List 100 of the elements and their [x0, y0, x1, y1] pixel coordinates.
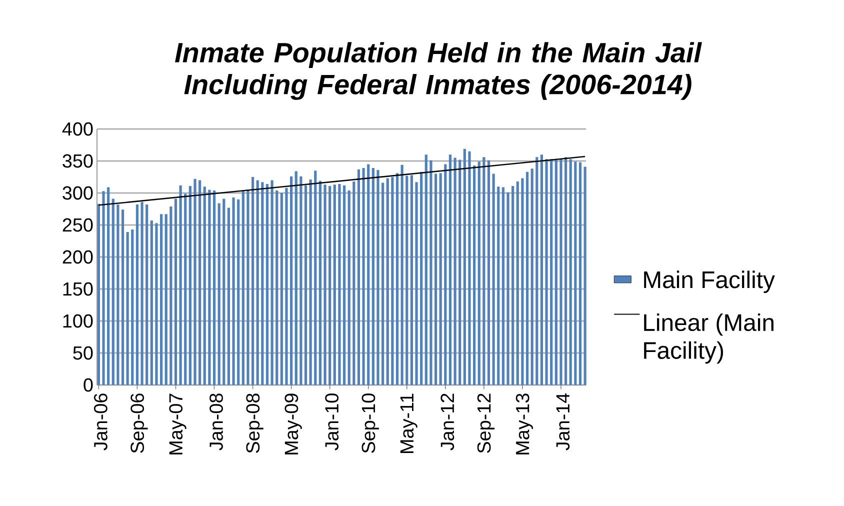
x-tick-label: Sep-08: [246, 394, 264, 453]
bar: [212, 190, 216, 385]
bar: [420, 172, 423, 385]
bar: [376, 170, 380, 385]
bar: [300, 176, 302, 385]
bar: [502, 187, 504, 385]
bar: [150, 220, 153, 385]
bar: [203, 186, 206, 385]
x-tick-label: Sep-10: [362, 394, 379, 453]
bar: [266, 184, 269, 385]
x-tick-label: May-11: [400, 394, 418, 453]
bar: [512, 186, 514, 385]
bar: [430, 160, 432, 385]
bar: [448, 154, 452, 385]
bar: [516, 181, 519, 385]
bar: [318, 180, 322, 385]
y-tick-label: 150: [63, 282, 93, 296]
bar: [434, 174, 438, 385]
bar: [391, 176, 394, 385]
bar: [280, 192, 283, 385]
bar: [536, 157, 538, 385]
bar: [170, 206, 172, 385]
bar: [276, 190, 278, 385]
bar: [102, 191, 105, 385]
bar: [324, 184, 326, 385]
y-tick-label: 200: [62, 250, 93, 264]
bar: [198, 180, 202, 385]
bar: [208, 190, 211, 385]
bar: [155, 223, 158, 385]
bar: [400, 164, 404, 385]
bar: [564, 157, 568, 385]
y-tick-label: 50: [73, 346, 93, 360]
x-tick-label: Sep-06: [130, 394, 148, 453]
bar: [381, 182, 384, 385]
bar: [232, 197, 235, 385]
bar: [251, 176, 254, 385]
bar: [294, 171, 298, 385]
y-tick-label: 250: [62, 218, 93, 232]
legend-label: Linear (Main Facility): [644, 313, 774, 364]
bar: [424, 154, 428, 385]
bar: [309, 180, 312, 385]
bar: [482, 157, 486, 385]
x-tick-label: Jan-06: [94, 394, 108, 450]
bar: [487, 160, 490, 385]
bar: [574, 162, 577, 385]
bar: [545, 159, 548, 385]
bar: [526, 172, 529, 385]
bar: [492, 174, 495, 385]
bar: [472, 165, 476, 385]
bar: [415, 182, 418, 385]
bar: [242, 191, 244, 385]
x-tick-label: May-07: [169, 394, 186, 454]
chart-title: Inmate Population Held in the Main Jail Including Federal Inmates (2006-2014): [175, 42, 702, 100]
bar: [314, 170, 317, 385]
bar: [290, 176, 293, 385]
legend-label: Main Facility: [644, 270, 775, 293]
bar: [188, 186, 192, 385]
y-tick-label: 0: [84, 378, 93, 392]
bar: [304, 185, 308, 385]
bar: [218, 203, 220, 385]
bar: [478, 162, 480, 385]
bar: [285, 188, 288, 385]
bar: [367, 164, 370, 385]
bar: [410, 175, 413, 385]
bar: [164, 214, 168, 385]
bar: [458, 160, 462, 385]
bar: [357, 169, 360, 385]
bar: [439, 173, 442, 385]
bar: [506, 192, 510, 385]
bar: [146, 204, 148, 385]
y-tick-label: 100: [63, 314, 93, 328]
y-tick-label: 400: [62, 122, 93, 136]
bar: [179, 185, 182, 385]
bar: [136, 204, 139, 385]
bar: [342, 185, 346, 385]
bar: [550, 159, 553, 385]
bar: [140, 202, 144, 385]
bar: [97, 204, 100, 385]
bar: [352, 181, 356, 385]
bar: [227, 208, 230, 385]
bar: [126, 232, 129, 385]
bar: [338, 184, 341, 385]
x-tick-label: Jan-12: [440, 394, 454, 450]
bar: [131, 229, 134, 385]
bar: [246, 190, 250, 385]
bar: [107, 187, 110, 385]
bar: [237, 199, 240, 385]
bar: [530, 168, 534, 385]
bar: [372, 168, 374, 385]
bar: [578, 162, 582, 385]
x-tick-label: Jan-10: [325, 394, 339, 450]
bar: [560, 159, 562, 385]
bar: [406, 176, 408, 385]
bar: [362, 168, 365, 385]
y-tick-label: 300: [62, 186, 93, 200]
bar: [554, 159, 558, 385]
bar: [348, 190, 350, 385]
y-tick-label: 350: [62, 154, 93, 168]
bar: [174, 198, 178, 385]
bar: [184, 194, 187, 385]
